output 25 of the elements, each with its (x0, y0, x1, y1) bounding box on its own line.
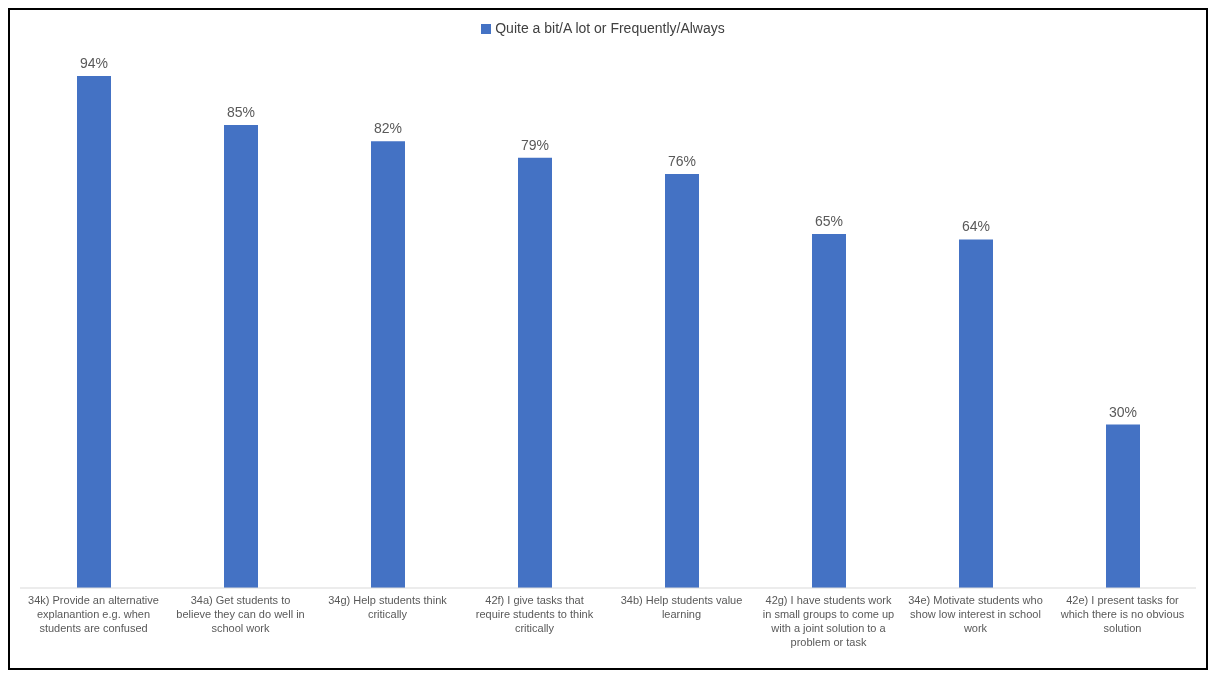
data-label: 94% (79, 55, 109, 71)
data-label: 30% (1108, 403, 1138, 420)
x-tick-label: 34b) Help students value learning (620, 594, 743, 620)
data-label: 85% (226, 104, 256, 121)
data-label: 82% (373, 120, 403, 137)
x-tick-label: 42e) I present tasks for which there is no obvious solution (1059, 594, 1185, 634)
data-label: 76% (667, 153, 697, 170)
bar (371, 141, 405, 588)
x-tick-label: 42g) I have students work in small groups to come up with a joint solution to a problem or task (762, 594, 895, 648)
data-label: 79% (520, 136, 550, 153)
x-tick-label: 34g) Help students think critically (328, 594, 448, 620)
x-tick-label: 34a) Get students to believe they can do well in school work (176, 594, 305, 634)
bar (518, 157, 552, 588)
bar (224, 125, 258, 588)
x-tick-label: 34k) Provide an alternative explanantion e.g. when students are confused (28, 594, 159, 634)
data-label: 65% (814, 212, 844, 229)
legend-label: Quite a bit/A lot or Frequently/Always (495, 20, 725, 36)
bar (1106, 424, 1140, 588)
bar (665, 174, 699, 588)
data-label: 64% (961, 218, 991, 235)
bar (812, 233, 846, 588)
bar (959, 239, 993, 588)
x-tick-label: 34e) Motivate students who show low interest in school work (908, 594, 1043, 634)
x-tick-label: 42f) I give tasks that require students to think critically (475, 594, 594, 634)
bar (77, 76, 111, 588)
